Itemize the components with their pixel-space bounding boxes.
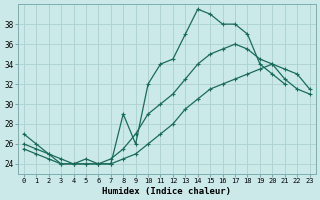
X-axis label: Humidex (Indice chaleur): Humidex (Indice chaleur) (102, 187, 231, 196)
